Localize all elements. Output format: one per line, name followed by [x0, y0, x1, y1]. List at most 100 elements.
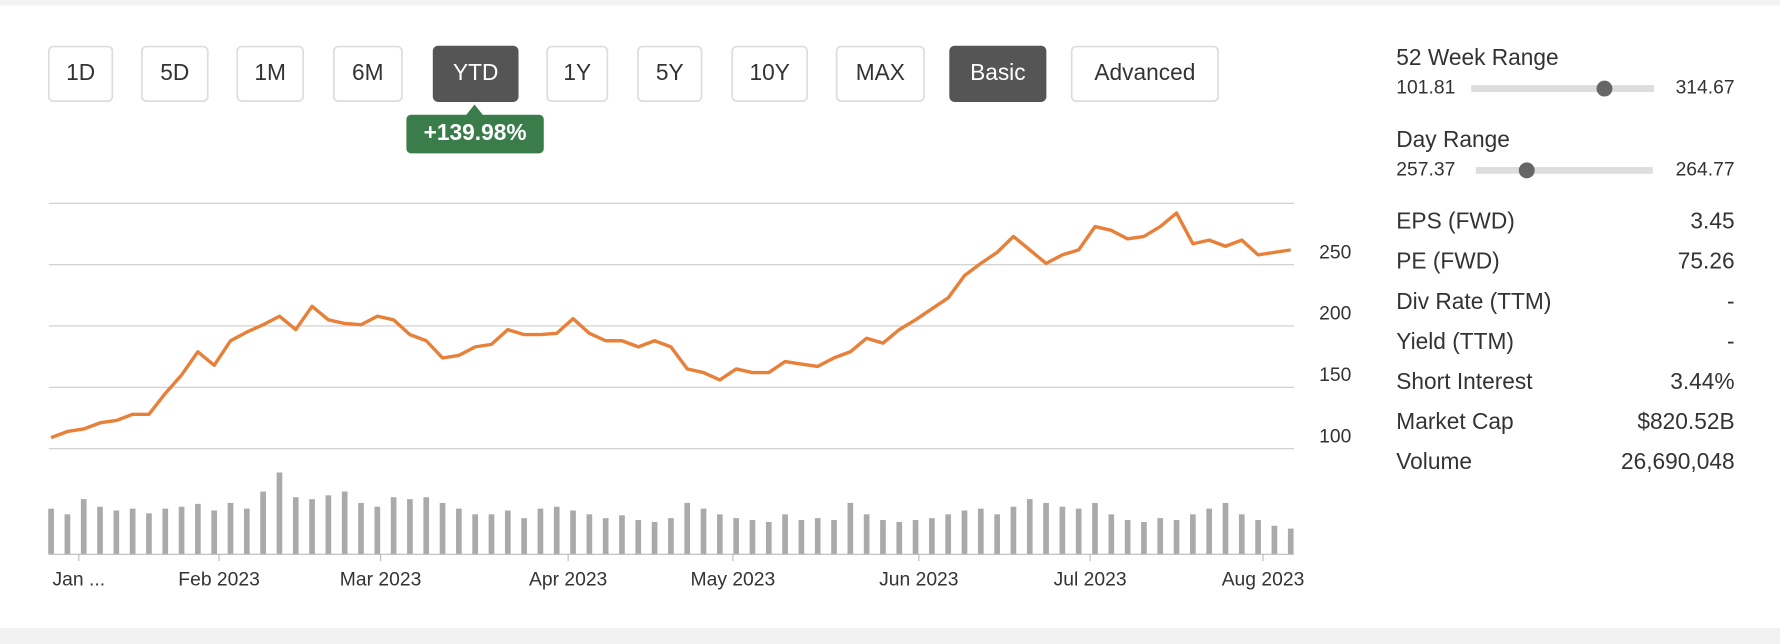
stat-label: Short Interest	[1396, 368, 1533, 394]
volume-bar	[162, 508, 169, 555]
range-button-label[interactable]: 10Y	[749, 59, 789, 85]
volume-bar	[211, 510, 218, 555]
volume-bar	[537, 508, 544, 555]
volume-bar	[668, 518, 674, 555]
volume-bar	[456, 508, 462, 555]
volume-bar	[390, 497, 397, 555]
x-tick-label: May 2023	[691, 569, 776, 590]
range-high: 264.77	[1676, 159, 1735, 180]
volume-bar	[1075, 508, 1082, 555]
range-button[interactable]	[731, 45, 808, 102]
x-tick-label: Aug 2023	[1222, 569, 1305, 590]
volume-bar	[146, 513, 152, 555]
x-tick-label: Jun 2023	[879, 569, 958, 590]
range-button-label[interactable]: MAX	[856, 59, 905, 85]
price-line	[50, 211, 1291, 440]
volume-bar	[1108, 514, 1115, 555]
stat-value: -	[1727, 328, 1735, 354]
volume-bar	[195, 503, 201, 555]
stat-value: 3.45	[1690, 208, 1734, 234]
volume-bar	[700, 508, 707, 555]
volume-bar	[847, 502, 854, 555]
y-tick-label: 200	[1319, 304, 1351, 325]
volume-bar	[1190, 514, 1196, 555]
range-button[interactable]	[835, 45, 925, 102]
volume-bar	[227, 502, 234, 555]
volume-bar	[341, 491, 348, 555]
volume-bar	[1157, 518, 1164, 555]
volume-bar	[1206, 508, 1213, 555]
volume-bar	[423, 497, 430, 555]
volume-bar	[358, 502, 364, 555]
volume-bar	[1026, 499, 1033, 555]
range-button-label[interactable]: Advanced	[1094, 59, 1195, 85]
volume-bar	[945, 514, 952, 555]
change-badge	[406, 114, 544, 154]
volume-bar	[602, 518, 609, 555]
volume-bar	[651, 521, 658, 555]
range-low: 101.81	[1396, 78, 1455, 99]
x-tick-label: Mar 2023	[340, 569, 422, 590]
volume-bar	[129, 508, 136, 555]
volume-bar	[472, 514, 479, 555]
range-button[interactable]	[236, 45, 304, 102]
volume-bar	[929, 518, 935, 555]
stat-value: $820.52B	[1637, 408, 1734, 434]
volume-bar	[912, 520, 919, 555]
range-button[interactable]	[141, 45, 209, 102]
y-tick-label: 250	[1319, 242, 1351, 263]
volume-bar	[1059, 506, 1066, 555]
stat-label: Market Cap	[1396, 408, 1513, 434]
stat-label: Volume	[1396, 448, 1472, 474]
volume-bar	[276, 472, 283, 555]
range-button-label[interactable]: 6M	[352, 59, 384, 85]
volume-bar	[896, 521, 903, 555]
range-button-label[interactable]: 5Y	[656, 59, 684, 85]
range-button[interactable]	[332, 45, 403, 102]
volume-bar	[178, 506, 185, 555]
volume-bar	[488, 514, 495, 555]
range-high: 314.67	[1676, 78, 1735, 99]
volume-bar	[64, 514, 71, 555]
x-tick-label: Feb 2023	[178, 569, 260, 590]
volume-bar	[1141, 521, 1147, 555]
range-button-label[interactable]: Basic	[970, 59, 1026, 85]
y-tick-label: 100	[1319, 426, 1351, 447]
volume-bar	[1043, 502, 1049, 555]
range-button[interactable]	[546, 45, 609, 102]
volume-bar	[619, 515, 625, 555]
stat-value: 26,690,048	[1621, 448, 1735, 474]
volume-bar	[1271, 525, 1278, 555]
x-tick-label: Jul 2023	[1054, 569, 1127, 590]
range-button-label[interactable]: 5D	[160, 59, 189, 85]
range-button[interactable]	[432, 45, 519, 102]
range-button-label[interactable]: 1Y	[563, 59, 591, 85]
volume-bar	[521, 518, 527, 555]
range-marker	[1518, 162, 1535, 179]
range-button[interactable]	[637, 45, 703, 102]
volume-bar	[1010, 506, 1017, 555]
volume-bar	[684, 502, 691, 555]
volume-bar	[765, 521, 772, 555]
range-title: Day Range	[1396, 126, 1510, 152]
range-button[interactable]	[949, 45, 1047, 102]
volume-bar	[880, 520, 886, 555]
volume-bar	[48, 508, 54, 555]
volume-bar	[309, 499, 315, 555]
range-button-label[interactable]: 1D	[66, 59, 95, 85]
volume-bar	[635, 520, 642, 555]
stat-value: 75.26	[1678, 248, 1735, 274]
change-badge-label: +139.98%	[424, 119, 527, 145]
range-button-label[interactable]: YTD	[453, 59, 498, 85]
volume-bar	[814, 518, 821, 555]
volume-bar	[570, 510, 576, 555]
volume-bar	[1255, 520, 1261, 555]
volume-bar	[374, 506, 381, 555]
range-button[interactable]	[1070, 45, 1219, 102]
volume-bar	[243, 508, 250, 555]
range-button[interactable]	[47, 45, 114, 102]
stat-value: -	[1727, 288, 1735, 314]
range-button-label[interactable]: 1M	[254, 59, 286, 85]
volume-bar	[1173, 520, 1180, 555]
